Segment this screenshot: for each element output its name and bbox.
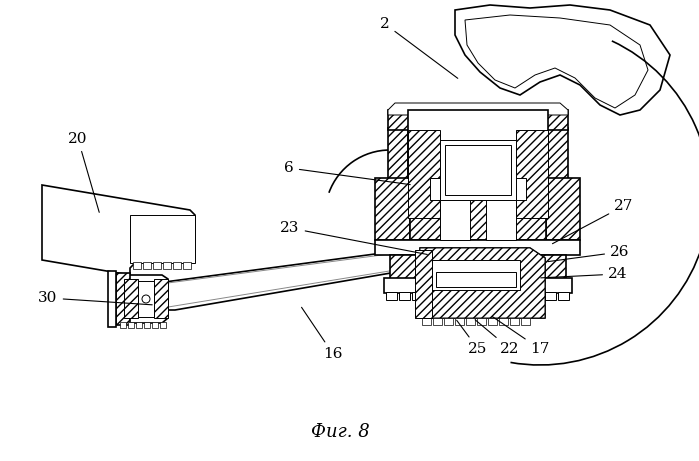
Bar: [545, 292, 556, 300]
Polygon shape: [486, 200, 516, 240]
Text: 2: 2: [380, 17, 458, 78]
Polygon shape: [390, 255, 420, 280]
Bar: [477, 318, 486, 325]
Bar: [436, 272, 516, 287]
Bar: [521, 318, 530, 325]
Polygon shape: [440, 200, 470, 240]
Polygon shape: [375, 178, 410, 240]
Polygon shape: [157, 248, 432, 310]
Bar: [153, 262, 161, 269]
Text: 26: 26: [548, 245, 630, 262]
Bar: [455, 318, 464, 325]
Polygon shape: [410, 200, 546, 240]
Text: 27: 27: [552, 199, 633, 244]
Polygon shape: [108, 271, 116, 327]
Polygon shape: [455, 5, 670, 115]
Bar: [488, 318, 497, 325]
Polygon shape: [388, 110, 568, 130]
Bar: [130, 215, 195, 263]
Text: 20: 20: [69, 132, 99, 213]
Bar: [120, 322, 126, 328]
Bar: [163, 262, 171, 269]
Polygon shape: [384, 278, 426, 293]
Bar: [466, 318, 475, 325]
Text: 24: 24: [541, 267, 628, 281]
Polygon shape: [388, 103, 568, 115]
Bar: [152, 322, 158, 328]
Text: 16: 16: [301, 307, 343, 361]
Bar: [433, 318, 442, 325]
Bar: [173, 262, 181, 269]
Polygon shape: [375, 240, 580, 255]
Polygon shape: [388, 128, 408, 218]
Polygon shape: [415, 250, 432, 318]
Bar: [558, 292, 569, 300]
Polygon shape: [124, 279, 138, 318]
Ellipse shape: [142, 295, 150, 303]
Polygon shape: [124, 275, 168, 323]
Bar: [445, 145, 511, 195]
Polygon shape: [42, 185, 195, 275]
Polygon shape: [154, 279, 168, 318]
Polygon shape: [465, 15, 648, 108]
Bar: [136, 322, 142, 328]
Text: Фиг. 8: Фиг. 8: [310, 423, 369, 441]
Polygon shape: [420, 248, 545, 318]
Text: 22: 22: [475, 320, 520, 356]
Bar: [183, 262, 191, 269]
Text: 6: 6: [284, 161, 410, 184]
Bar: [143, 262, 151, 269]
Bar: [144, 322, 150, 328]
Bar: [399, 292, 410, 300]
Polygon shape: [548, 128, 568, 218]
Bar: [386, 292, 397, 300]
Text: 17: 17: [492, 317, 549, 356]
Polygon shape: [408, 130, 440, 218]
Bar: [138, 281, 154, 317]
Polygon shape: [408, 110, 548, 178]
Text: 30: 30: [38, 291, 152, 305]
Polygon shape: [530, 278, 572, 293]
Bar: [444, 318, 453, 325]
Bar: [532, 292, 543, 300]
Polygon shape: [536, 255, 566, 280]
Bar: [160, 322, 166, 328]
Text: 25: 25: [456, 320, 488, 356]
Text: 23: 23: [280, 221, 427, 254]
Bar: [422, 318, 431, 325]
Polygon shape: [116, 273, 130, 325]
Bar: [510, 318, 519, 325]
Bar: [133, 262, 141, 269]
Polygon shape: [546, 178, 580, 240]
Bar: [430, 178, 526, 200]
Bar: [432, 260, 520, 290]
Bar: [128, 322, 134, 328]
Polygon shape: [420, 248, 545, 318]
Bar: [440, 140, 516, 200]
Polygon shape: [516, 130, 548, 218]
Bar: [499, 318, 508, 325]
Bar: [412, 292, 423, 300]
